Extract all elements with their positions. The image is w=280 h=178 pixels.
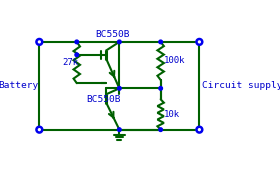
Circle shape bbox=[36, 127, 42, 133]
Text: 27k: 27k bbox=[62, 58, 79, 67]
Circle shape bbox=[118, 128, 121, 132]
Text: Battery: Battery bbox=[0, 81, 38, 90]
Circle shape bbox=[36, 39, 42, 45]
Circle shape bbox=[159, 40, 162, 44]
Circle shape bbox=[75, 53, 79, 57]
Text: BC550B: BC550B bbox=[86, 95, 120, 104]
Text: 100k: 100k bbox=[164, 56, 185, 66]
Circle shape bbox=[118, 87, 121, 90]
Text: Circuit supply: Circuit supply bbox=[202, 81, 280, 90]
Circle shape bbox=[159, 87, 162, 90]
Text: BC550B: BC550B bbox=[96, 30, 130, 39]
Text: 10k: 10k bbox=[164, 110, 180, 119]
Circle shape bbox=[197, 127, 202, 133]
Circle shape bbox=[118, 40, 121, 44]
Circle shape bbox=[75, 40, 79, 44]
Circle shape bbox=[159, 128, 162, 132]
Circle shape bbox=[197, 39, 202, 45]
